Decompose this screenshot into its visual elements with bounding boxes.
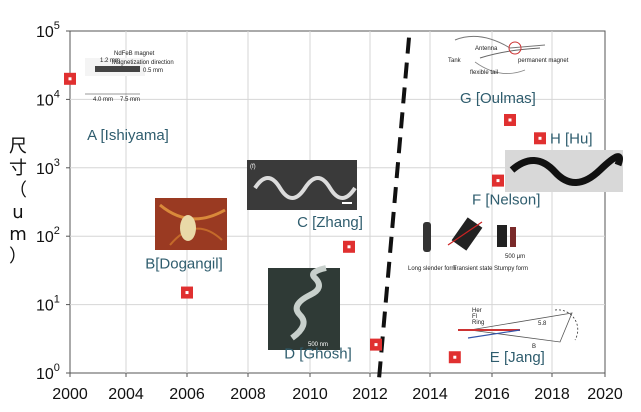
inset-g-fish-diagram: Antenna permanent magnet flexible tail T… [448, 35, 569, 76]
inset-d-scale: 500 nm [308, 342, 328, 348]
inset-a-text-3: Magnetization direction [112, 60, 174, 66]
inset-a-text-6: 7.5 mm [120, 97, 140, 103]
inset-e-text-3: Stumpy form [494, 266, 528, 272]
data-point [370, 338, 382, 351]
data-point-label: B[Dogangil] [145, 256, 223, 273]
data-point [181, 286, 193, 299]
inset-a-text-2: NdFeB magnet [114, 51, 155, 57]
inset-h-wave-photo [505, 150, 623, 192]
x-tick-label: 2012 [352, 386, 388, 403]
data-point-center [347, 245, 351, 249]
y-tick-label: 105 [36, 20, 60, 41]
dashed-divider-line [377, 37, 411, 380]
y-tick-label: 102 [36, 225, 60, 246]
data-point-center [68, 77, 72, 81]
y-tick-label: 100 [36, 362, 60, 383]
y-tick-label: 101 [36, 294, 60, 315]
x-tick-label: 2000 [52, 386, 88, 403]
x-tick-label: 2010 [292, 386, 328, 403]
data-point-center [374, 343, 378, 347]
data-point-center [538, 136, 542, 140]
x-tick-label: 2018 [534, 386, 570, 403]
inset-g-text-3: flexible tail [470, 70, 498, 76]
data-points [64, 72, 546, 364]
x-tick-label: 2006 [169, 386, 205, 403]
data-point-label: F [Nelson] [472, 192, 540, 209]
y-axis-label: 尺寸（ u m） [9, 136, 27, 267]
data-point-label: D [Ghosh] [284, 346, 352, 363]
x-tick-label: 2020 [587, 386, 623, 403]
point-labels: A [Ishiyama] B[Dogangil] C [Zhang] D [Ghosh… [87, 90, 592, 366]
x-tick-label: 2008 [230, 386, 266, 403]
x-tick-label: 2014 [412, 386, 448, 403]
inset-j-text-4: 5.8 [538, 321, 547, 327]
inset-e-text-1: Long slender form [408, 266, 456, 272]
inset-c-tag: (f) [250, 164, 256, 170]
y-tick-label: 103 [36, 157, 60, 178]
inset-j-light-diagram: Her Fl Ring 5.8 B [458, 308, 579, 350]
inset-d-helix-sem: 500 nm [268, 265, 340, 350]
x-tick-label: 2004 [108, 386, 144, 403]
data-point [492, 174, 504, 187]
inset-j-text-2: Fl [472, 314, 477, 320]
data-point-center [185, 291, 189, 295]
data-point [64, 72, 76, 85]
data-point-label: A [Ishiyama] [87, 127, 169, 144]
data-point [448, 351, 461, 364]
data-point-label: H [Hu] [550, 130, 593, 147]
data-point-center [453, 355, 457, 359]
inset-b-microrobot-photo [155, 198, 227, 250]
inset-a-magnet-diagram: 1.2 mm NdFeB magnet Magnetization direct… [85, 51, 174, 103]
inset-a-text-4: 0.5 mm [143, 68, 163, 74]
inset-e-text-4: 500 μm [505, 254, 525, 260]
inset-a-text-1: 1.2 mm [100, 58, 120, 64]
data-point-label: G [Oulmas] [460, 90, 536, 107]
inset-a-text-5: 4.0 mm [93, 97, 113, 103]
data-point-center [508, 118, 512, 122]
inset-j-text-1: Her [472, 308, 482, 314]
inset-e-forms-diagram: Long slender form Transient state Stumpy… [408, 217, 528, 272]
inset-c-helix-sem: (f) [247, 160, 357, 210]
x-tick-label: 2016 [474, 386, 510, 403]
data-point [343, 240, 355, 253]
data-point [504, 113, 516, 126]
x-ticks: 2000 2004 2006 2008 2010 2012 2014 2016 2018 2020 [52, 373, 623, 403]
data-point-label: C [Zhang] [297, 214, 363, 231]
inset-g-text-4: Tank [448, 58, 462, 64]
data-point [534, 132, 546, 145]
inset-j-text-3: Ring [472, 320, 484, 326]
y-tick-label: 104 [36, 88, 60, 109]
data-point-center [496, 179, 500, 183]
inset-g-text-1: Antenna [475, 46, 498, 52]
inset-j-text-5: B [532, 344, 536, 350]
inset-g-text-2: permanent magnet [518, 58, 569, 64]
data-point-label: E [Jang] [490, 349, 545, 366]
inset-e-text-2: Transient state [453, 266, 493, 272]
y-ticks: 100 101 102 103 104 105 [36, 20, 70, 383]
